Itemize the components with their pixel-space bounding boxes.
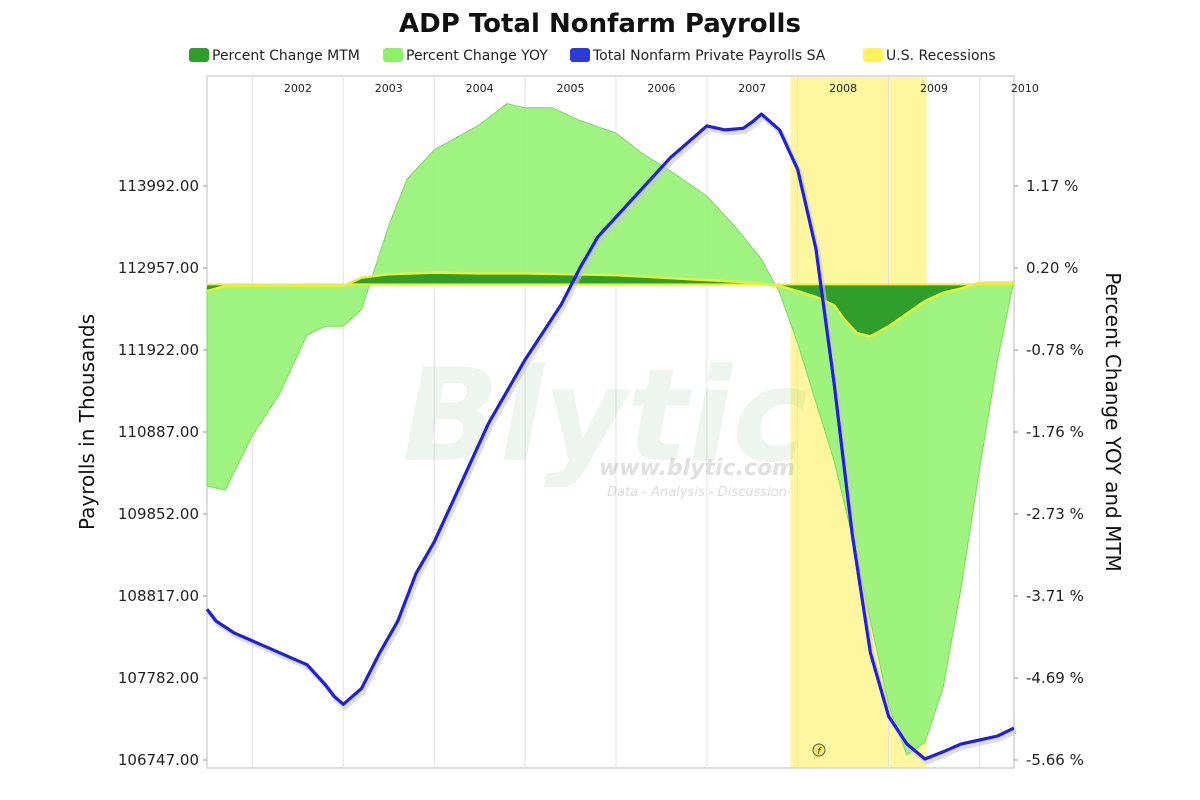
right-axis-ticks: 1.17 % 0.20 % -0.78 % -1.76 % -2.73 % -3.71 %… (1014, 177, 1084, 769)
legend-item-payrolls[interactable]: Total Nonfarm Private Payrolls SA (570, 48, 826, 64)
gridlines (251, 76, 980, 768)
legend-item-yoy[interactable]: Percent Change YOY (383, 48, 548, 64)
legend-item-mtm[interactable]: Percent Change MTM (189, 48, 360, 64)
left-tick-label: 110887.00 (118, 423, 199, 441)
left-tick-label: 108817.00 (118, 587, 199, 605)
year-label-2008: 2008 (829, 82, 857, 95)
left-tick-label: 107782.00 (118, 669, 199, 687)
annotation-marker[interactable]: f (812, 743, 826, 757)
watermark: Blytic www.blytic.com Data - Analysis - … (402, 342, 808, 500)
left-tick-label: 109852.00 (118, 505, 199, 523)
legend-label-yoy: Percent Change YOY (406, 48, 548, 64)
year-label-2007: 2007 (738, 82, 766, 95)
legend-swatch-yoy (383, 48, 403, 62)
year-label-2006: 2006 (647, 82, 675, 95)
right-tick-label: -2.73 % (1026, 505, 1084, 523)
chart-title: ADP Total Nonfarm Payrolls (399, 9, 801, 39)
left-axis-ticks: 113992.00 112957.00 111922.00 110887.00 1098… (118, 177, 207, 769)
left-tick-label: 111922.00 (118, 341, 199, 359)
right-tick-label: -1.76 % (1026, 423, 1084, 441)
series-mtm-outline (206, 271, 1014, 338)
left-tick-label: 112957.00 (118, 259, 199, 277)
right-tick-label: 0.20 % (1026, 259, 1078, 277)
legend-label-payrolls: Total Nonfarm Private Payrolls SA (592, 48, 826, 64)
series-payrolls-line (205, 112, 1015, 761)
legend-label-mtm: Percent Change MTM (212, 48, 360, 64)
year-label-2004: 2004 (466, 82, 494, 95)
watermark-url: www.blytic.com (599, 456, 795, 481)
left-tick-label: 106747.00 (118, 751, 199, 769)
legend-swatch-recessions (863, 48, 883, 62)
series-yoy-area (206, 103, 1015, 756)
year-label-2002: 2002 (284, 82, 312, 95)
legend-swatch-payrolls (570, 48, 590, 62)
legend-item-recessions[interactable]: U.S. Recessions (863, 48, 996, 64)
year-label-2005: 2005 (557, 82, 585, 95)
chart-legend[interactable]: Percent Change MTM Percent Change YOY To… (189, 48, 996, 64)
right-tick-label: -5.66 % (1026, 751, 1084, 769)
annotation-marker-circle (812, 743, 826, 757)
left-axis-title: Payrolls in Thousands (75, 314, 99, 530)
right-tick-label: -0.78 % (1026, 341, 1084, 359)
legend-swatch-mtm (189, 48, 209, 62)
legend-label-recessions: U.S. Recessions (886, 48, 996, 64)
watermark-tagline: Data - Analysis - Discussion (607, 485, 787, 500)
left-tick-label: 113992.00 (118, 177, 199, 195)
year-label-2009: 2009 (920, 82, 948, 95)
series-layer (205, 103, 1018, 765)
x-axis-year-labels: 2002 2003 2004 2005 2006 2007 2008 2009 2010 (284, 82, 1039, 95)
year-label-2003: 2003 (375, 82, 403, 95)
right-tick-label: 1.17 % (1026, 177, 1078, 195)
series-mtm-area (207, 272, 1014, 337)
right-tick-label: -3.71 % (1026, 587, 1084, 605)
year-label-2010: 2010 (1011, 82, 1039, 95)
right-tick-label: -4.69 % (1026, 669, 1084, 687)
right-axis-title: Percent Change YOY and MTM (1101, 272, 1125, 572)
annotation-marker-label: f (817, 747, 822, 757)
